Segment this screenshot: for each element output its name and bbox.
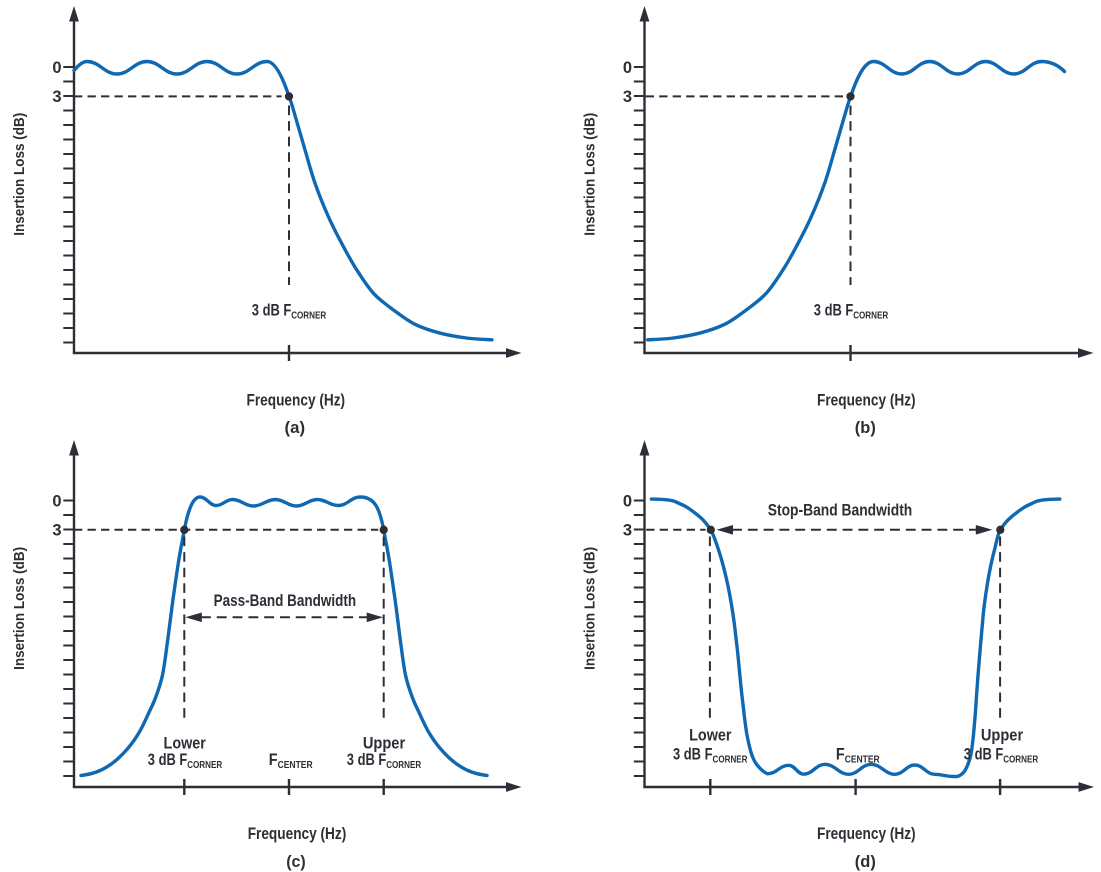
svg-text:3 dB F: 3 dB F bbox=[814, 301, 854, 319]
svg-text:0: 0 bbox=[623, 492, 632, 510]
svg-text:Insertion Loss (dB): Insertion Loss (dB) bbox=[12, 547, 28, 670]
svg-text:Frequency (Hz): Frequency (Hz) bbox=[817, 391, 916, 410]
svg-text:CORNER: CORNER bbox=[1003, 754, 1038, 766]
svg-text:CORNER: CORNER bbox=[386, 759, 421, 771]
svg-text:Frequency (Hz): Frequency (Hz) bbox=[247, 391, 346, 410]
svg-text:3: 3 bbox=[623, 88, 632, 106]
svg-text:0: 0 bbox=[52, 492, 61, 510]
svg-text:(b): (b) bbox=[855, 419, 876, 437]
svg-text:Insertion Loss (dB): Insertion Loss (dB) bbox=[12, 113, 28, 236]
svg-text:3: 3 bbox=[52, 521, 61, 539]
svg-text:Lower: Lower bbox=[689, 727, 732, 745]
svg-text:Frequency (Hz): Frequency (Hz) bbox=[817, 824, 916, 843]
svg-text:0: 0 bbox=[52, 59, 61, 77]
svg-text:Lower: Lower bbox=[164, 734, 207, 752]
svg-text:CORNER: CORNER bbox=[853, 310, 888, 322]
svg-text:3: 3 bbox=[52, 88, 61, 106]
svg-text:0: 0 bbox=[623, 59, 632, 77]
svg-text:3 dB F: 3 dB F bbox=[148, 751, 188, 769]
svg-text:3: 3 bbox=[623, 521, 632, 539]
svg-text:Insertion Loss (dB): Insertion Loss (dB) bbox=[583, 113, 599, 236]
svg-text:CORNER: CORNER bbox=[187, 759, 222, 771]
svg-text:Stop-Band Bandwidth: Stop-Band Bandwidth bbox=[768, 501, 913, 520]
svg-text:3 dB F: 3 dB F bbox=[964, 745, 1004, 763]
svg-text:3 dB F: 3 dB F bbox=[252, 301, 291, 319]
svg-text:CENTER: CENTER bbox=[278, 759, 313, 771]
svg-text:Pass-Band Bandwidth: Pass-Band Bandwidth bbox=[214, 591, 357, 610]
svg-text:F: F bbox=[269, 751, 278, 769]
svg-text:Insertion Loss (dB): Insertion Loss (dB) bbox=[583, 547, 599, 670]
svg-text:CORNER: CORNER bbox=[291, 310, 326, 322]
svg-text:3 dB F: 3 dB F bbox=[347, 751, 387, 769]
svg-text:3 dB F: 3 dB F bbox=[673, 745, 713, 763]
svg-text:CENTER: CENTER bbox=[845, 754, 880, 766]
svg-text:(a): (a) bbox=[285, 419, 306, 437]
svg-text:CORNER: CORNER bbox=[713, 754, 748, 766]
svg-text:Upper: Upper bbox=[363, 734, 406, 752]
svg-text:(d): (d) bbox=[855, 853, 876, 871]
svg-text:F: F bbox=[836, 745, 845, 763]
svg-text:Upper: Upper bbox=[981, 727, 1024, 745]
svg-text:(c): (c) bbox=[286, 853, 306, 871]
svg-text:Frequency (Hz): Frequency (Hz) bbox=[248, 824, 347, 843]
